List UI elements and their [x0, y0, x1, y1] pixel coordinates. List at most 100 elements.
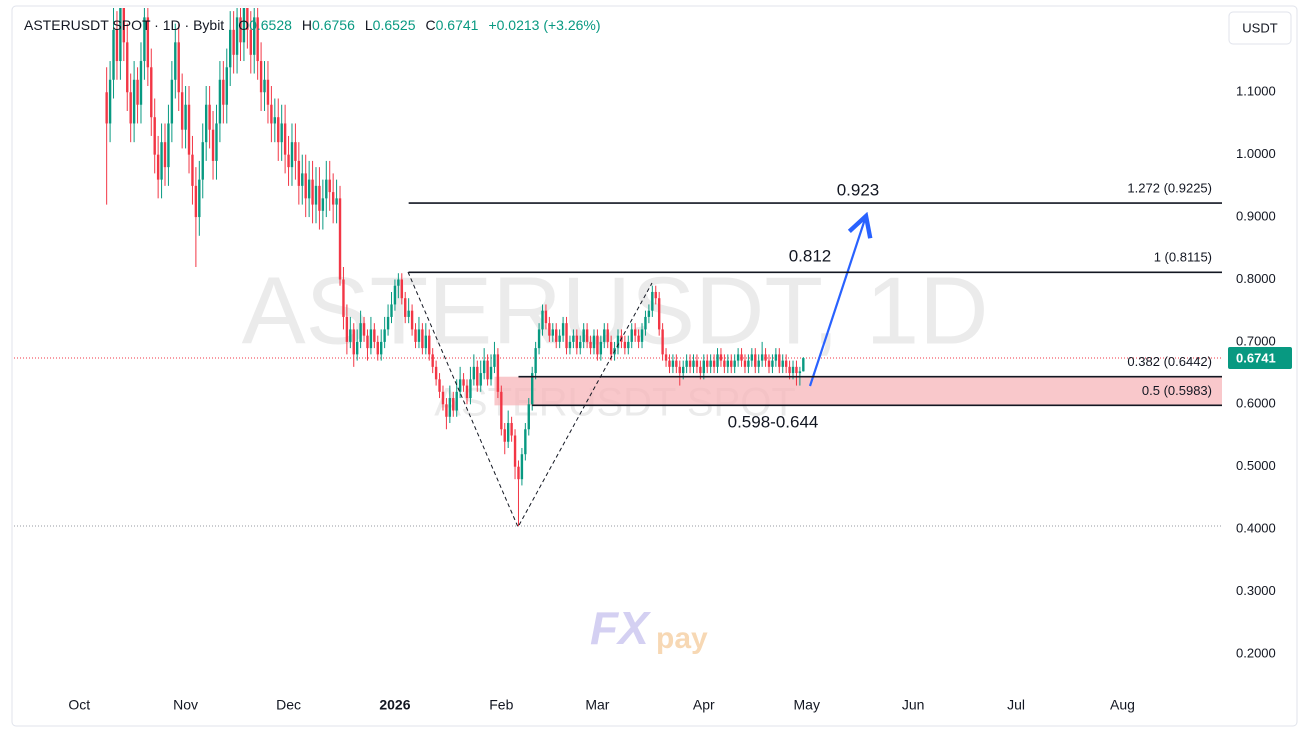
candle-body: [575, 335, 579, 349]
candle-body: [277, 117, 280, 143]
candle-body: [781, 360, 784, 367]
y-tick-label: 1.1000: [1236, 84, 1276, 99]
candle-body: [218, 79, 222, 124]
candle-body: [469, 379, 472, 399]
candle-body: [342, 279, 345, 317]
candle-body: [544, 310, 548, 324]
candle-body: [112, 29, 115, 80]
candle-body: [431, 354, 434, 367]
candle-body: [287, 154, 290, 168]
candle-body: [592, 335, 596, 349]
fib-zone: [494, 376, 1222, 406]
candle-body: [366, 335, 369, 349]
candle-body: [500, 391, 503, 430]
candle-body: [139, 61, 143, 105]
candle-body: [784, 360, 788, 367]
x-tick-label: Aug: [1110, 697, 1135, 713]
candle-body: [596, 335, 599, 355]
candle-body: [359, 323, 362, 342]
candle-body: [774, 354, 778, 361]
candle-body: [263, 79, 266, 93]
candle-body: [338, 198, 342, 280]
candle-body: [400, 279, 403, 299]
candle-body: [253, 17, 256, 55]
fib-label: 1.272 (0.9225): [1127, 180, 1212, 195]
candle-body: [688, 360, 692, 367]
x-tick-label: May: [794, 697, 820, 713]
candle-body: [328, 179, 331, 193]
x-tick-label: Feb: [489, 697, 513, 713]
candle-body: [637, 335, 640, 342]
currency-button[interactable]: [1228, 11, 1292, 45]
candle-body: [585, 329, 589, 342]
x-tick-label: Mar: [585, 697, 609, 713]
candle-body: [441, 391, 445, 405]
candle-body: [211, 129, 215, 161]
candle-body: [235, 17, 239, 55]
candle-body: [369, 329, 373, 349]
header-text: 0.6525: [372, 17, 416, 33]
candle-body: [167, 123, 170, 168]
candle-body: [314, 185, 318, 205]
candle-body: [489, 366, 493, 380]
candle-body: [565, 323, 568, 349]
y-tick-label: 0.8000: [1236, 271, 1276, 286]
candle-body: [345, 316, 349, 342]
candle-body: [599, 341, 603, 355]
candle-body: [520, 454, 524, 480]
candle-body: [232, 29, 235, 55]
candle-body: [661, 329, 664, 355]
frame: [11, 5, 1298, 727]
candle-body: [496, 354, 500, 392]
y-tick-label: 0.4000: [1236, 521, 1276, 536]
candle-body: [743, 360, 747, 367]
candle-body: [153, 117, 156, 155]
candle-body: [249, 29, 252, 55]
candle-body: [730, 360, 733, 367]
candle-body: [802, 358, 805, 372]
candle-body: [640, 329, 644, 342]
candle-body: [126, 42, 129, 93]
currency-label: USDT: [1242, 20, 1277, 35]
candle-body: [352, 329, 355, 355]
candle-body: [376, 341, 379, 355]
candle-body: [198, 179, 201, 218]
y-tick-label: 0.5000: [1236, 458, 1276, 473]
candle-body: [726, 360, 730, 367]
candle-body: [568, 341, 572, 349]
candle-body: [174, 42, 177, 80]
candle-body: [301, 173, 304, 186]
candle-body: [555, 329, 558, 342]
x-tick-label: Nov: [173, 697, 198, 713]
candle-body: [558, 335, 561, 342]
candle-body: [699, 366, 702, 374]
candle-body: [760, 354, 764, 361]
candle-body: [215, 123, 218, 161]
logo-pay: pay: [656, 622, 708, 655]
candle-body: [373, 329, 376, 342]
candle-body: [208, 104, 211, 130]
candle-body: [486, 360, 489, 380]
candle-body: [204, 104, 208, 143]
candle-body: [702, 360, 705, 374]
candle-body: [534, 348, 537, 374]
candle-body: [513, 435, 517, 467]
candle-body: [119, 8, 122, 62]
candle-body: [503, 429, 506, 442]
candle-body: [633, 329, 637, 336]
candle-body: [712, 360, 716, 367]
candle-body: [180, 92, 184, 130]
x-tick-label: Jun: [902, 697, 925, 713]
candle-body: [757, 360, 760, 367]
candle-body: [603, 329, 606, 342]
candle-body: [177, 42, 180, 93]
candle-body: [465, 385, 469, 399]
candle-body: [122, 8, 126, 43]
x-tick-label: 2026: [379, 697, 410, 713]
candle-body: [163, 142, 167, 168]
candle-body: [143, 17, 146, 62]
candle-body: [771, 360, 774, 367]
header-text: 0.6741: [435, 17, 479, 33]
candle-body: [527, 404, 530, 430]
candle-body: [695, 360, 699, 367]
